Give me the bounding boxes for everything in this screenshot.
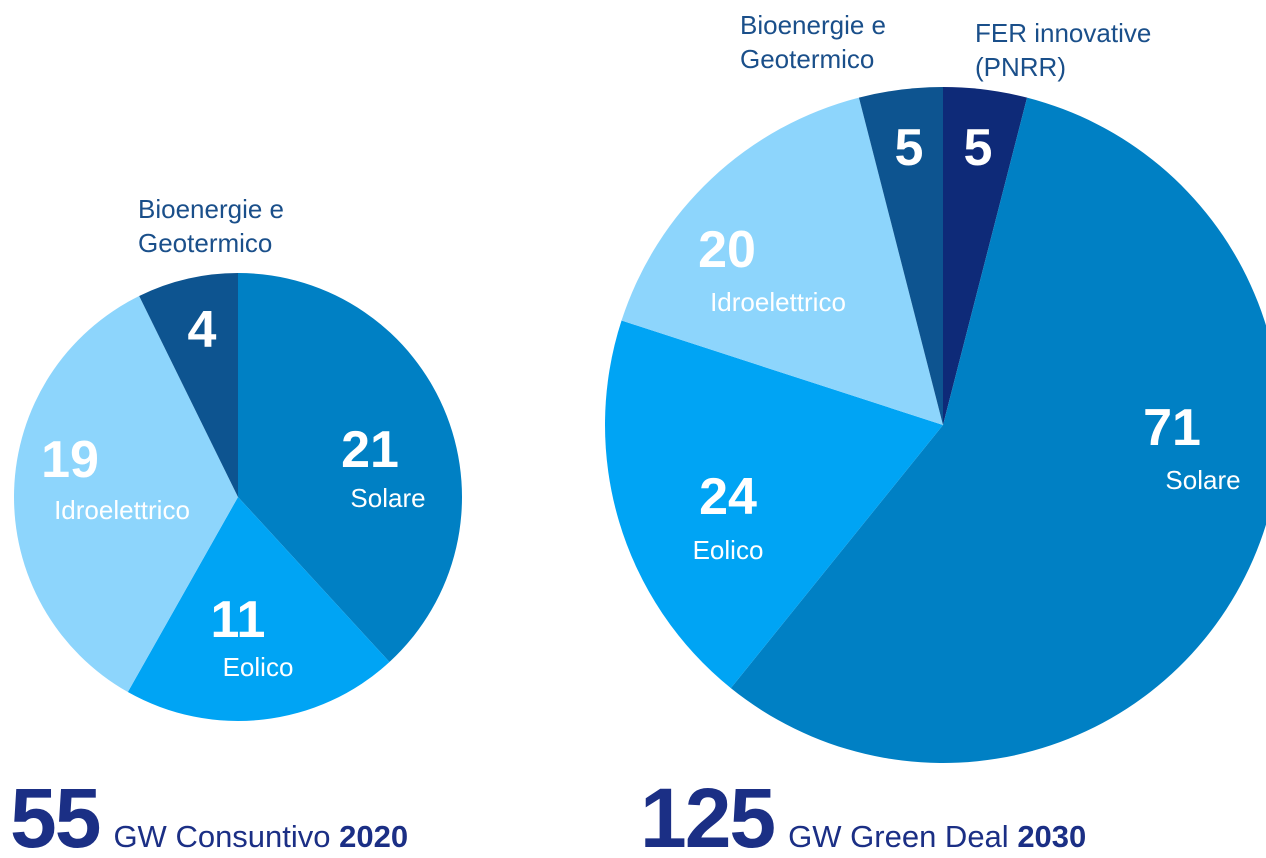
slice-label: Solare [1165,465,1241,495]
year: 2030 [1017,819,1087,854]
caption: Green Deal [850,819,1009,854]
pie-slice [139,273,238,497]
pie-slice [604,320,943,689]
value-label: 5 [894,119,924,177]
caption: Consuntivo [175,819,331,854]
unit: GW [788,819,842,854]
slice-label: Bioenergie e Geotermico [740,10,886,74]
footer: 55 GW Consuntivo 2020 [10,770,408,858]
total: 125 [640,771,776,858]
pie-slice [127,497,390,721]
value-label: 24 [699,468,757,526]
value-label: 71 [1143,399,1201,457]
value-label: 4 [187,301,217,359]
total: 55 [10,771,101,858]
unit: GW [113,819,167,854]
slice-label: Eolico [692,535,764,565]
pie-slice [858,87,943,425]
value-label: 5 [963,119,993,177]
pie-slice [238,273,463,663]
value-label: 21 [341,421,399,479]
slice-label: Solare [350,483,426,513]
pie-slice [943,87,1028,425]
year: 2020 [339,819,409,854]
slice-label: Bioenergie e Geotermico [138,194,284,258]
value-label: 19 [41,431,99,489]
slice-label: Idroelettrico [54,495,190,525]
value-label: 20 [698,221,756,279]
footer: 125 GW Green Deal 2030 [640,770,1086,858]
pie-slice [13,295,238,693]
pie-slice [730,97,1266,763]
slice-label: FER innovative (PNRR) [975,18,1152,82]
pie-slice [621,97,943,425]
slice-label: Idroelettrico [710,287,846,317]
slice-label: Eolico [222,652,294,682]
value-label: 11 [210,591,266,649]
